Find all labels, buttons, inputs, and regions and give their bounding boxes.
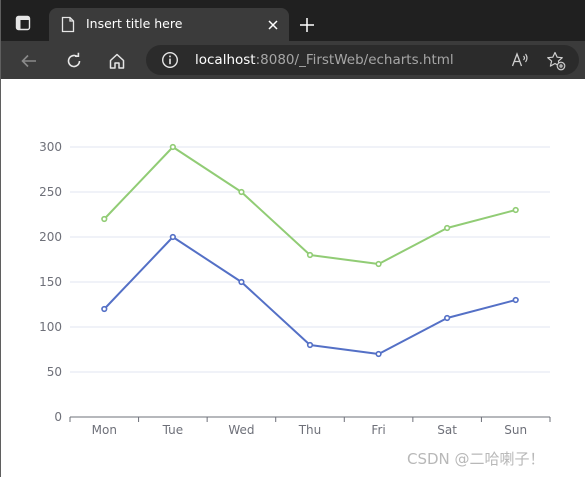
back-arrow-icon[interactable] <box>16 48 42 74</box>
watermark: CSDN @二哈喇子！ <box>407 450 545 468</box>
y-tick-label: 50 <box>47 365 62 379</box>
browser-toolbar: localhost:8080/_FirstWeb/echarts.html <box>1 41 585 79</box>
tab-actions-icon[interactable] <box>11 11 35 35</box>
browser-tab[interactable]: Insert title here <box>49 8 289 41</box>
url-path: :8080/_FirstWeb/echarts.html <box>255 52 454 68</box>
tab-title: Insert title here <box>86 16 183 31</box>
y-tick-label: 100 <box>39 320 62 334</box>
data-point <box>512 296 519 304</box>
url-text[interactable]: localhost:8080/_FirstWeb/echarts.html <box>195 52 454 68</box>
home-icon[interactable] <box>104 48 130 74</box>
x-tick-label: Sat <box>437 423 457 437</box>
y-tick-label: 200 <box>39 230 62 244</box>
data-point <box>444 314 451 322</box>
read-aloud-icon[interactable] <box>511 51 529 69</box>
data-point <box>101 305 108 313</box>
plus-icon[interactable] <box>296 14 318 36</box>
x-tick-label: Thu <box>298 423 322 437</box>
data-point <box>306 251 314 259</box>
series-line <box>103 146 516 265</box>
data-point <box>169 143 176 151</box>
refresh-icon[interactable] <box>61 48 87 74</box>
x-tick-label: Mon <box>92 423 117 437</box>
y-tick-label: 250 <box>39 185 62 199</box>
info-icon[interactable] <box>161 51 179 69</box>
favorites-star-icon[interactable] <box>546 51 566 71</box>
data-point <box>375 260 382 268</box>
data-point <box>101 215 108 223</box>
y-tick-label: 300 <box>39 140 62 154</box>
url-host: localhost <box>195 52 256 68</box>
line-chart: 0 50 100 150 200 250 300 Mon Tue Wed Thu Fri Sat Sun <box>39 140 551 437</box>
data-point <box>238 278 245 286</box>
data-point <box>512 206 519 214</box>
page-icon <box>61 16 75 33</box>
data-point <box>238 188 245 196</box>
data-point <box>375 350 382 358</box>
address-bar[interactable]: localhost:8080/_FirstWeb/echarts.html <box>146 45 579 75</box>
y-tick-label: 0 <box>54 410 62 424</box>
x-tick-label: Sun <box>504 423 527 437</box>
y-tick-label: 150 <box>39 275 62 289</box>
data-point <box>306 341 314 349</box>
tab-strip: Insert title here <box>1 0 585 41</box>
x-tick-label: Fri <box>371 423 385 437</box>
x-tick-label: Tue <box>162 423 184 437</box>
data-point <box>169 233 176 241</box>
close-icon[interactable] <box>265 17 281 33</box>
page-content: 0 50 100 150 200 250 300 Mon Tue Wed Thu Fri Sat Sun … <box>1 79 585 477</box>
x-tick-label: Wed <box>228 423 254 437</box>
data-point <box>444 224 451 232</box>
